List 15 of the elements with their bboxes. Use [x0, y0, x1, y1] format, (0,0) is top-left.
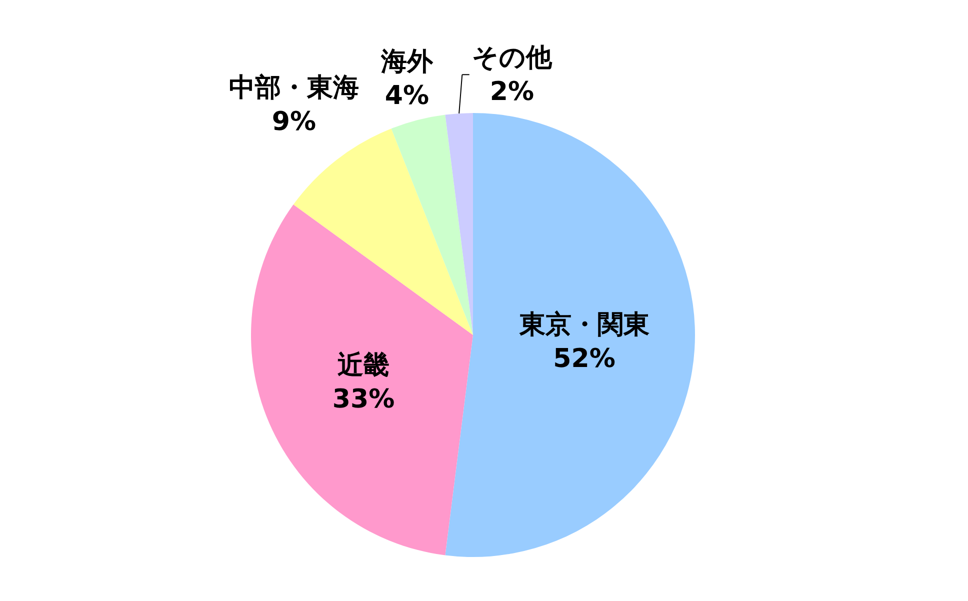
slice-label: その他	[472, 43, 553, 73]
pie-slice	[445, 113, 695, 557]
data-label: 9%	[272, 106, 316, 137]
data-label: 33%	[332, 384, 395, 414]
slice-label: 中部・東海	[229, 73, 359, 103]
pie-slice	[293, 128, 473, 335]
data-label: 52%	[553, 344, 616, 374]
pie-slice	[391, 114, 473, 335]
data-label: 2%	[490, 76, 534, 107]
pie-slice	[251, 204, 473, 556]
pie-slice	[445, 113, 473, 335]
slice-label: 海外	[380, 47, 434, 77]
data-label: 4%	[384, 80, 430, 111]
slice-label: 近畿	[338, 350, 390, 380]
slice-label: 東京・関東	[518, 310, 650, 340]
